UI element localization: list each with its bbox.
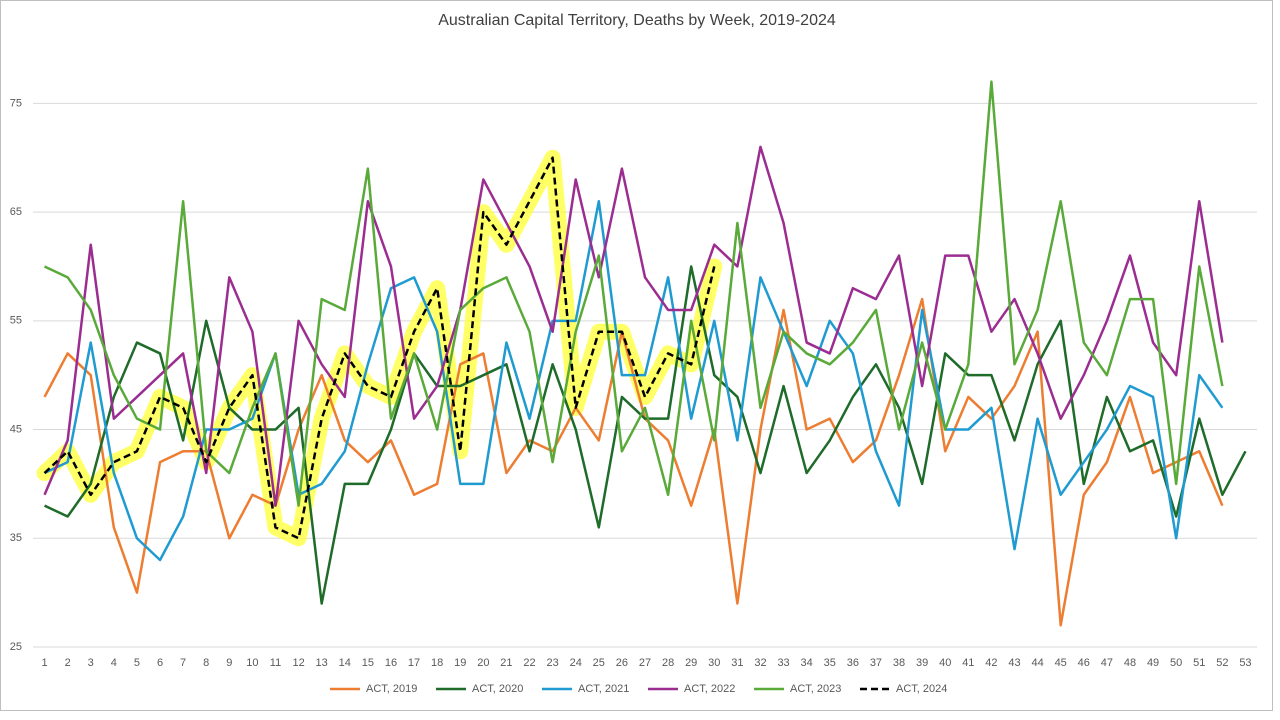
x-tick-label: 18 — [431, 657, 443, 669]
x-tick-label: 47 — [1101, 657, 1113, 669]
x-tick-label: 1 — [41, 657, 47, 669]
chart-title: Australian Capital Territory, Deaths by … — [438, 12, 836, 29]
x-tick-label: 27 — [639, 657, 651, 669]
x-tick-label: 23 — [546, 657, 558, 669]
x-tick-label: 17 — [408, 657, 420, 669]
x-tick-label: 42 — [985, 657, 997, 669]
series-line — [43, 156, 716, 540]
x-tick-label: 43 — [1008, 657, 1020, 669]
x-tick-label: 33 — [777, 657, 789, 669]
x-tick-label: 29 — [685, 657, 697, 669]
x-tick-label: 7 — [180, 657, 186, 669]
x-tick-label: 19 — [454, 657, 466, 669]
x-tick-label: 21 — [500, 657, 512, 669]
y-tick-label: 65 — [10, 206, 22, 218]
x-tick-label: 4 — [111, 657, 117, 669]
x-tick-label: 3 — [88, 657, 94, 669]
legend-label: ACT, 2020 — [472, 683, 523, 695]
y-tick-label: 35 — [10, 532, 22, 544]
series-line — [44, 80, 1224, 507]
y-tick-label: 25 — [10, 641, 22, 653]
y-tick-label: 45 — [10, 423, 22, 435]
legend-label: ACT, 2023 — [790, 683, 841, 695]
legend-label: ACT, 2021 — [578, 683, 629, 695]
x-tick-label: 52 — [1216, 657, 1228, 669]
x-tick-label: 5 — [134, 657, 140, 669]
x-tick-label: 28 — [662, 657, 674, 669]
series-line — [44, 199, 1224, 562]
x-tick-label: 15 — [362, 657, 374, 669]
x-tick-label: 45 — [1055, 657, 1067, 669]
legend-label: ACT, 2024 — [896, 683, 947, 695]
x-tick-label: 34 — [801, 657, 813, 669]
x-tick-label: 12 — [292, 657, 304, 669]
x-tick-label: 30 — [708, 657, 720, 669]
x-tick-label: 22 — [523, 657, 535, 669]
legend-label: ACT, 2022 — [684, 683, 735, 695]
x-tick-label: 37 — [870, 657, 882, 669]
x-tick-label: 53 — [1239, 657, 1251, 669]
y-tick-label: 55 — [10, 315, 22, 327]
x-tick-label: 32 — [754, 657, 766, 669]
x-tick-label: 6 — [157, 657, 163, 669]
x-tick-label: 2 — [65, 657, 71, 669]
y-tick-label: 75 — [10, 97, 22, 109]
x-tick-label: 41 — [962, 657, 974, 669]
x-tick-label: 40 — [939, 657, 951, 669]
x-tick-label: 8 — [203, 657, 209, 669]
x-tick-label: 38 — [893, 657, 905, 669]
series-line — [43, 145, 1224, 507]
x-tick-label: 31 — [731, 657, 743, 669]
x-tick-label: 16 — [385, 657, 397, 669]
x-tick-label: 46 — [1078, 657, 1090, 669]
x-tick-label: 11 — [270, 657, 281, 669]
x-tick-label: 35 — [824, 657, 836, 669]
x-tick-label: 50 — [1170, 657, 1182, 669]
x-tick-label: 49 — [1147, 657, 1159, 669]
x-tick-label: 25 — [593, 657, 605, 669]
x-tick-label: 20 — [477, 657, 489, 669]
x-tick-label: 14 — [339, 657, 351, 669]
x-tick-label: 9 — [226, 657, 232, 669]
x-tick-label: 44 — [1031, 657, 1043, 669]
x-tick-label: 24 — [570, 657, 582, 669]
legend-label: ACT, 2019 — [366, 683, 417, 695]
x-tick-label: 13 — [316, 657, 328, 669]
x-tick-label: 51 — [1193, 657, 1205, 669]
x-tick-label: 10 — [246, 657, 258, 669]
x-tick-label: 48 — [1124, 657, 1136, 669]
x-tick-label: 39 — [916, 657, 928, 669]
x-tick-label: 26 — [616, 657, 628, 669]
x-tick-label: 36 — [847, 657, 859, 669]
